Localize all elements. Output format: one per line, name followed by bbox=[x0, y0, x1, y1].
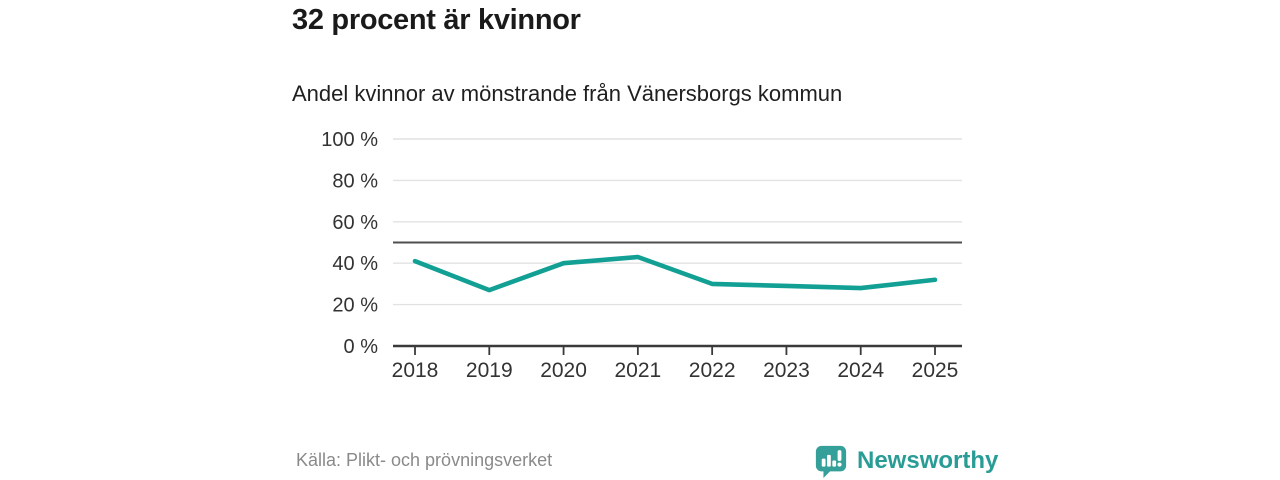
source-note: Källa: Plikt- och prövningsverket bbox=[296, 450, 553, 470]
x-tick-label: 2021 bbox=[614, 359, 661, 382]
x-tick-label: 2020 bbox=[540, 359, 587, 382]
y-tick-label: 100 % bbox=[321, 129, 378, 151]
chart-subtitle: Andel kvinnor av mönstrande från Vänersb… bbox=[292, 81, 843, 106]
x-tick-label: 2019 bbox=[466, 359, 513, 382]
newsworthy-speech-bubble-icon bbox=[815, 445, 847, 478]
data-line-andel-kvinnor bbox=[412, 254, 938, 293]
brand-logo: Newsworthy bbox=[814, 444, 998, 478]
x-tick-label: 2018 bbox=[392, 359, 439, 382]
y-tick-label: 20 % bbox=[332, 295, 378, 317]
x-tick-label: 2025 bbox=[912, 359, 959, 382]
y-tick-label: 80 % bbox=[332, 170, 378, 192]
y-tick-label: 40 % bbox=[332, 253, 378, 275]
chart-title: 32 procent är kvinnor bbox=[292, 4, 581, 36]
brand-name: Newsworthy bbox=[857, 447, 999, 474]
y-tick-label: 0 % bbox=[344, 336, 379, 358]
x-tick-label: 2022 bbox=[689, 359, 736, 382]
x-tick-label: 2023 bbox=[763, 359, 810, 382]
x-tick-label: 2024 bbox=[837, 359, 884, 382]
y-tick-label: 60 % bbox=[332, 212, 378, 234]
